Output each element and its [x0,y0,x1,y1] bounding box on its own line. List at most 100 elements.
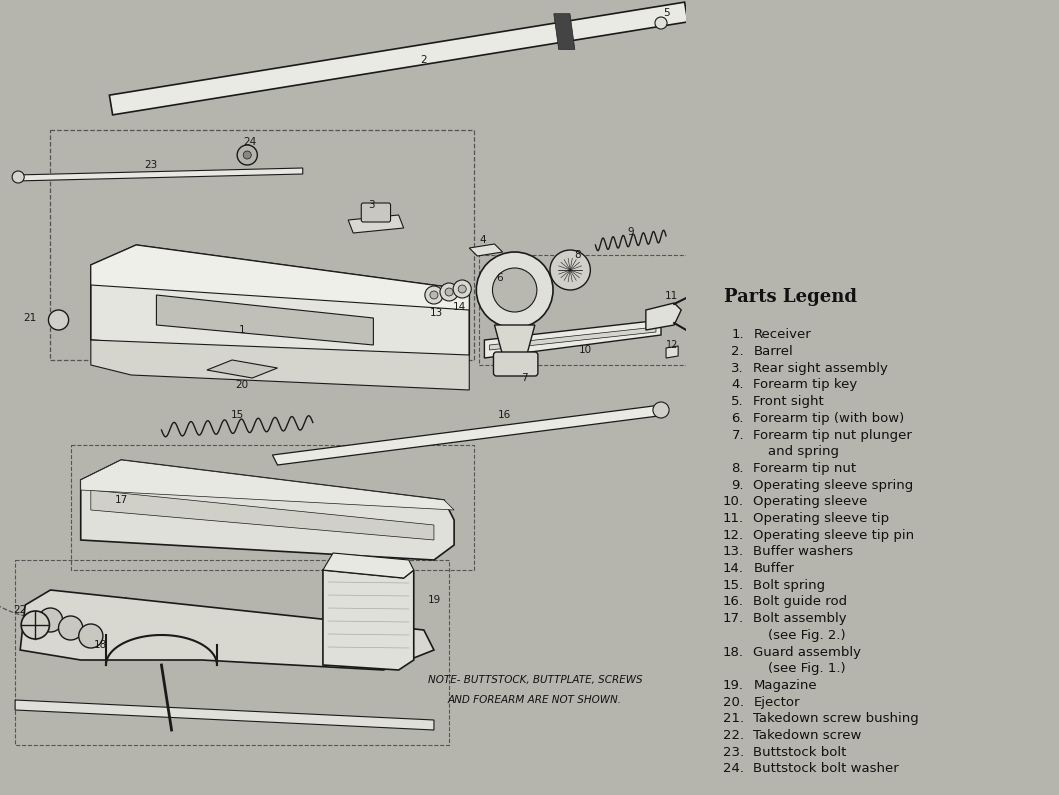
Text: 15.: 15. [723,579,744,591]
Polygon shape [91,490,434,540]
Circle shape [477,252,553,328]
Text: 18: 18 [94,640,108,650]
Text: 5.: 5. [732,395,744,408]
Polygon shape [15,168,303,181]
Text: Parts Legend: Parts Legend [723,288,857,306]
Bar [51,130,474,360]
Bar [480,255,692,365]
Text: Guard assembly: Guard assembly [753,646,861,658]
Text: 15: 15 [231,410,244,420]
Text: 19.: 19. [723,679,744,692]
Circle shape [21,611,50,639]
Text: 17: 17 [114,495,128,505]
Circle shape [550,250,590,290]
Polygon shape [495,325,535,355]
Text: 12: 12 [666,340,679,350]
Circle shape [439,283,459,301]
Text: 3.: 3. [732,362,744,374]
Text: Ejector: Ejector [753,696,800,708]
Circle shape [425,286,443,304]
Polygon shape [207,360,277,378]
Text: 6: 6 [497,273,503,283]
Text: 10.: 10. [723,495,744,508]
Text: 22: 22 [14,605,26,615]
Text: 5: 5 [663,8,669,18]
Text: 16: 16 [498,410,511,420]
Polygon shape [484,320,661,358]
Polygon shape [469,244,503,256]
Text: Takedown screw: Takedown screw [753,729,862,742]
Bar [15,560,449,745]
Text: 9.: 9. [732,479,744,491]
Text: 12.: 12. [723,529,744,541]
Text: 3: 3 [369,200,375,210]
Polygon shape [666,346,678,358]
Polygon shape [15,700,434,730]
Text: 11.: 11. [723,512,744,525]
Circle shape [445,288,453,296]
Text: AND FOREARM ARE NOT SHOWN.: AND FOREARM ARE NOT SHOWN. [448,695,622,705]
Text: 7.: 7. [732,429,744,441]
Polygon shape [80,460,454,510]
Text: Bolt guide rod: Bolt guide rod [753,595,847,608]
Circle shape [244,151,251,159]
Text: 21.: 21. [723,712,744,725]
Polygon shape [323,570,414,670]
Polygon shape [20,590,434,670]
Text: Forearm tip nut: Forearm tip nut [753,462,857,475]
Text: 2: 2 [420,55,427,65]
Circle shape [78,624,103,648]
Text: 23.: 23. [723,746,744,758]
Circle shape [653,402,669,418]
Polygon shape [489,327,656,350]
Text: (see Fig. 1.): (see Fig. 1.) [768,662,846,675]
Circle shape [38,608,62,632]
Text: Operating sleeve tip pin: Operating sleeve tip pin [753,529,915,541]
Text: Buffer washers: Buffer washers [753,545,854,558]
Text: Bolt spring: Bolt spring [753,579,825,591]
Text: 21: 21 [23,313,37,323]
Polygon shape [109,2,688,114]
Polygon shape [554,14,575,49]
Text: 1.: 1. [732,328,744,341]
Text: Takedown screw bushing: Takedown screw bushing [753,712,919,725]
Text: 2.: 2. [732,345,744,358]
Text: NOTE- BUTTSTOCK, BUTTPLATE, SCREWS: NOTE- BUTTSTOCK, BUTTPLATE, SCREWS [428,675,642,685]
Text: Forearm tip (with bow): Forearm tip (with bow) [753,412,904,425]
Polygon shape [272,405,666,465]
Circle shape [12,171,24,183]
Text: 20.: 20. [723,696,744,708]
Text: Buttstock bolt washer: Buttstock bolt washer [753,762,899,775]
Text: Operating sleeve: Operating sleeve [753,495,867,508]
Text: 13.: 13. [723,545,744,558]
Text: Forearm tip key: Forearm tip key [753,378,858,391]
Circle shape [49,310,69,330]
Text: 7: 7 [521,373,528,383]
Circle shape [58,616,83,640]
Text: Operating sleeve spring: Operating sleeve spring [753,479,914,491]
Text: 1: 1 [239,325,246,335]
Text: 6.: 6. [732,412,744,425]
Text: 17.: 17. [723,612,744,625]
FancyBboxPatch shape [361,203,391,222]
Text: 4: 4 [479,235,486,245]
Text: 14: 14 [452,302,466,312]
Polygon shape [91,340,469,390]
Text: Rear sight assembly: Rear sight assembly [753,362,889,374]
Text: 22.: 22. [723,729,744,742]
Bar [71,445,474,570]
Text: 11: 11 [664,291,678,301]
Text: Barrel: Barrel [753,345,793,358]
Polygon shape [80,460,454,560]
Text: 20: 20 [236,380,249,390]
Polygon shape [91,245,469,370]
Text: 8: 8 [574,250,580,260]
Text: Operating sleeve tip: Operating sleeve tip [753,512,890,525]
Text: 10: 10 [579,345,592,355]
Circle shape [492,268,537,312]
Circle shape [430,291,438,299]
Text: Buffer: Buffer [753,562,794,575]
Text: 9: 9 [627,227,634,237]
Polygon shape [323,553,414,578]
Text: Magazine: Magazine [753,679,816,692]
